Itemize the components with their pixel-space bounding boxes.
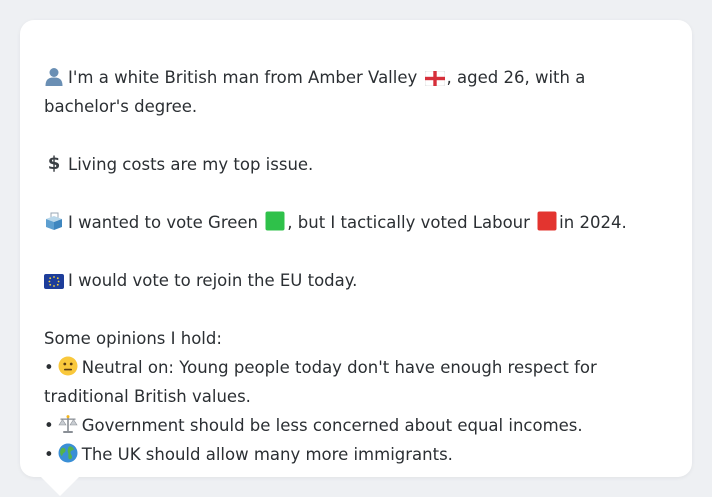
opinion-item: • Government should be less concerned ab… (44, 411, 668, 440)
bullet: • (44, 445, 54, 464)
spacer (44, 295, 668, 324)
bullet: • (44, 358, 54, 377)
svg-text:$: $ (48, 153, 61, 173)
vote-line: I wanted to vote Green , but I tacticall… (44, 208, 668, 237)
person-icon (44, 66, 64, 86)
opinion-text: Neutral on: Young people today don't hav… (44, 358, 597, 406)
bullet: • (44, 416, 54, 435)
opinion-text: The UK should allow many more immigrants… (81, 445, 453, 464)
globe-icon (58, 443, 78, 463)
england-flag-icon (424, 71, 445, 86)
dollar-icon: $ (44, 153, 64, 173)
opinion-item: • Neutral on: Young people today don't h… (44, 353, 668, 411)
issue-text: Living costs are my top issue. (68, 155, 314, 174)
spacer (44, 179, 668, 208)
vote-text-part3: in 2024. (559, 213, 627, 232)
issue-line: $ Living costs are my top issue. (44, 150, 668, 179)
neutral-face-icon (58, 356, 78, 376)
speech-bubble-tail (40, 476, 80, 496)
red-square-icon (537, 211, 557, 231)
opinions-heading: Some opinions I hold: (44, 329, 222, 348)
eu-line: I would vote to rejoin the EU today. (44, 266, 668, 295)
green-square-icon (265, 211, 285, 231)
scales-icon (58, 414, 78, 434)
identity-text-part1: I'm a white British man from Amber Valle… (68, 68, 418, 87)
vote-text-part1: I wanted to vote Green (68, 213, 259, 232)
spacer (44, 237, 668, 266)
ballot-box-icon (44, 211, 64, 231)
opinion-text: Government should be less concerned abou… (81, 416, 583, 435)
identity-text-part2: , aged 26, with a bachelor's degree. (44, 68, 586, 116)
identity-line: I'm a white British man from Amber Valle… (44, 63, 668, 121)
eu-flag-icon (44, 274, 64, 289)
persona-card: I'm a white British man from Amber Valle… (20, 20, 692, 477)
spacer (44, 121, 668, 150)
vote-text-part2: , but I tactically voted Labour (287, 213, 530, 232)
eu-text: I would vote to rejoin the EU today. (68, 271, 358, 290)
opinion-item: • The UK should allow many more immigran… (44, 440, 668, 469)
